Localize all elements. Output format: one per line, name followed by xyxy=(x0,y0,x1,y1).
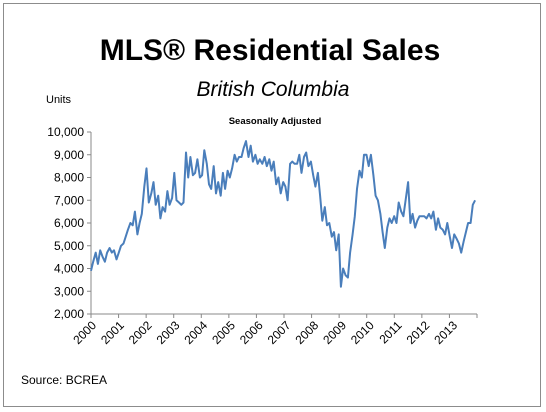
x-tick-label: 2010 xyxy=(348,318,377,347)
chart-note: Seasonally Adjusted xyxy=(229,116,322,127)
series-line xyxy=(90,140,476,288)
chart-title: MLS® Residential Sales xyxy=(100,34,441,67)
x-tick-label: 2011 xyxy=(376,318,404,346)
x-tick-label: 2006 xyxy=(237,318,266,347)
y-tick-label: 8,000 xyxy=(54,171,84,185)
x-tick-label: 2008 xyxy=(292,318,321,347)
y-axis-label: Units xyxy=(46,94,72,106)
chart-subtitle: British Columbia xyxy=(197,78,350,101)
x-tick-label: 2004 xyxy=(181,318,210,347)
y-tick-label: 2,000 xyxy=(54,307,84,321)
y-tick-label: 4,000 xyxy=(54,262,84,276)
x-tick-label: 2002 xyxy=(126,318,155,347)
x-tick-label: 2001 xyxy=(98,318,127,347)
x-tick-label: 2009 xyxy=(320,318,349,347)
x-tick-label: 2007 xyxy=(265,318,294,347)
y-tick-label: 7,000 xyxy=(54,193,84,207)
y-tick-label: 6,000 xyxy=(54,216,84,230)
x-tick-label: 2003 xyxy=(154,318,183,347)
x-axis: 2000200120022003200420052006200720082009… xyxy=(70,313,478,347)
y-tick-label: 9,000 xyxy=(54,148,84,162)
x-tick-label: 2013 xyxy=(431,318,460,347)
x-tick-label: 2000 xyxy=(70,318,99,347)
y-axis: 2,000 3,000 4,000 5,000 6,000 7,000 8,000 9,000… xyxy=(47,125,92,321)
y-tick-label: 5,000 xyxy=(54,239,84,253)
x-tick-label: 2005 xyxy=(209,318,238,347)
y-tick-label: 3,000 xyxy=(54,284,84,298)
plot-area xyxy=(90,140,476,288)
chart-frame xyxy=(3,3,541,407)
y-tick-label: 10,000 xyxy=(47,125,84,139)
x-tick-label: 2012 xyxy=(404,318,433,347)
source-note: Source: BCREA xyxy=(21,373,107,387)
